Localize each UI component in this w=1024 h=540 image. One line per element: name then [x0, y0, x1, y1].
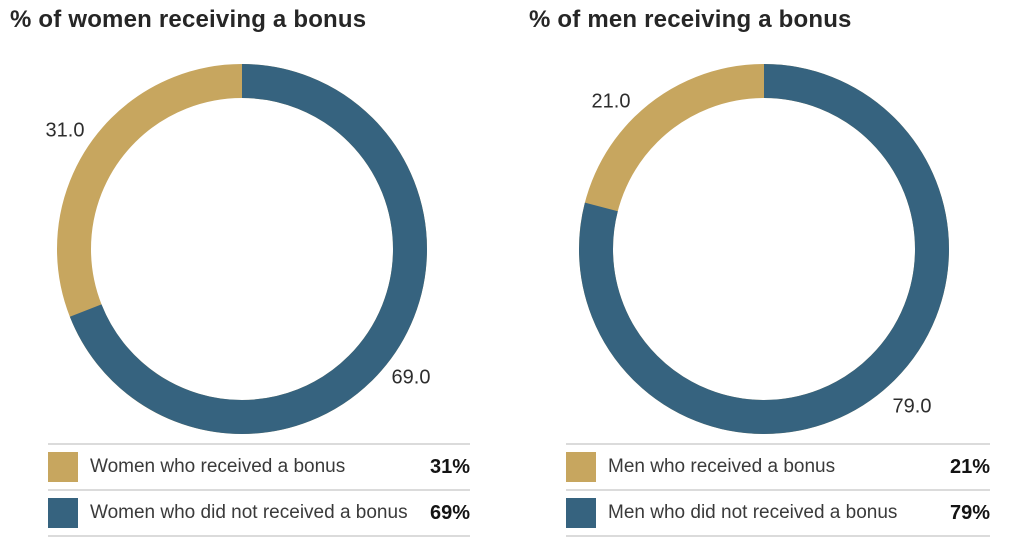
- blue-swatch-icon: [48, 498, 78, 528]
- legend-value: 79%: [949, 501, 990, 524]
- legend-label: Men who received a bonus: [608, 456, 836, 477]
- legend-label: Women who received a bonus: [90, 456, 346, 477]
- women-not-received-slice-label: 69.0: [391, 366, 431, 389]
- men-chart-title: % of men receiving a bonus: [529, 6, 852, 33]
- men-not-received-slice-label: 79.0: [892, 395, 932, 418]
- men-legend: Men who received a bonus 21% Men who did…: [566, 443, 990, 537]
- legend-item-men-received: Men who received a bonus 21%: [566, 443, 990, 489]
- men-donut-chart: [579, 64, 949, 434]
- legend-label: Women who did not received a bonus: [90, 502, 408, 523]
- legend-value: 31%: [429, 455, 470, 478]
- gold-swatch-icon: [566, 452, 596, 482]
- donut-slice-not-received: [57, 64, 427, 434]
- women-received-slice-label: 31.0: [45, 119, 85, 142]
- legend-value: 21%: [949, 455, 990, 478]
- women-donut-chart: [57, 64, 427, 434]
- men-received-slice-label: 21.0: [591, 90, 631, 113]
- women-legend: Women who received a bonus 31% Women who…: [48, 443, 470, 537]
- blue-swatch-icon: [566, 498, 596, 528]
- donut-slice-not-received: [579, 64, 949, 434]
- legend-value: 69%: [429, 501, 470, 524]
- women-chart-title: % of women receiving a bonus: [10, 6, 367, 33]
- legend-label: Men who did not received a bonus: [608, 502, 898, 523]
- legend-item-men-not-received: Men who did not received a bonus 79%: [566, 489, 990, 535]
- legend-item-women-received: Women who received a bonus 31%: [48, 443, 470, 489]
- gold-swatch-icon: [48, 452, 78, 482]
- legend-item-women-not-received: Women who did not received a bonus 69%: [48, 489, 470, 535]
